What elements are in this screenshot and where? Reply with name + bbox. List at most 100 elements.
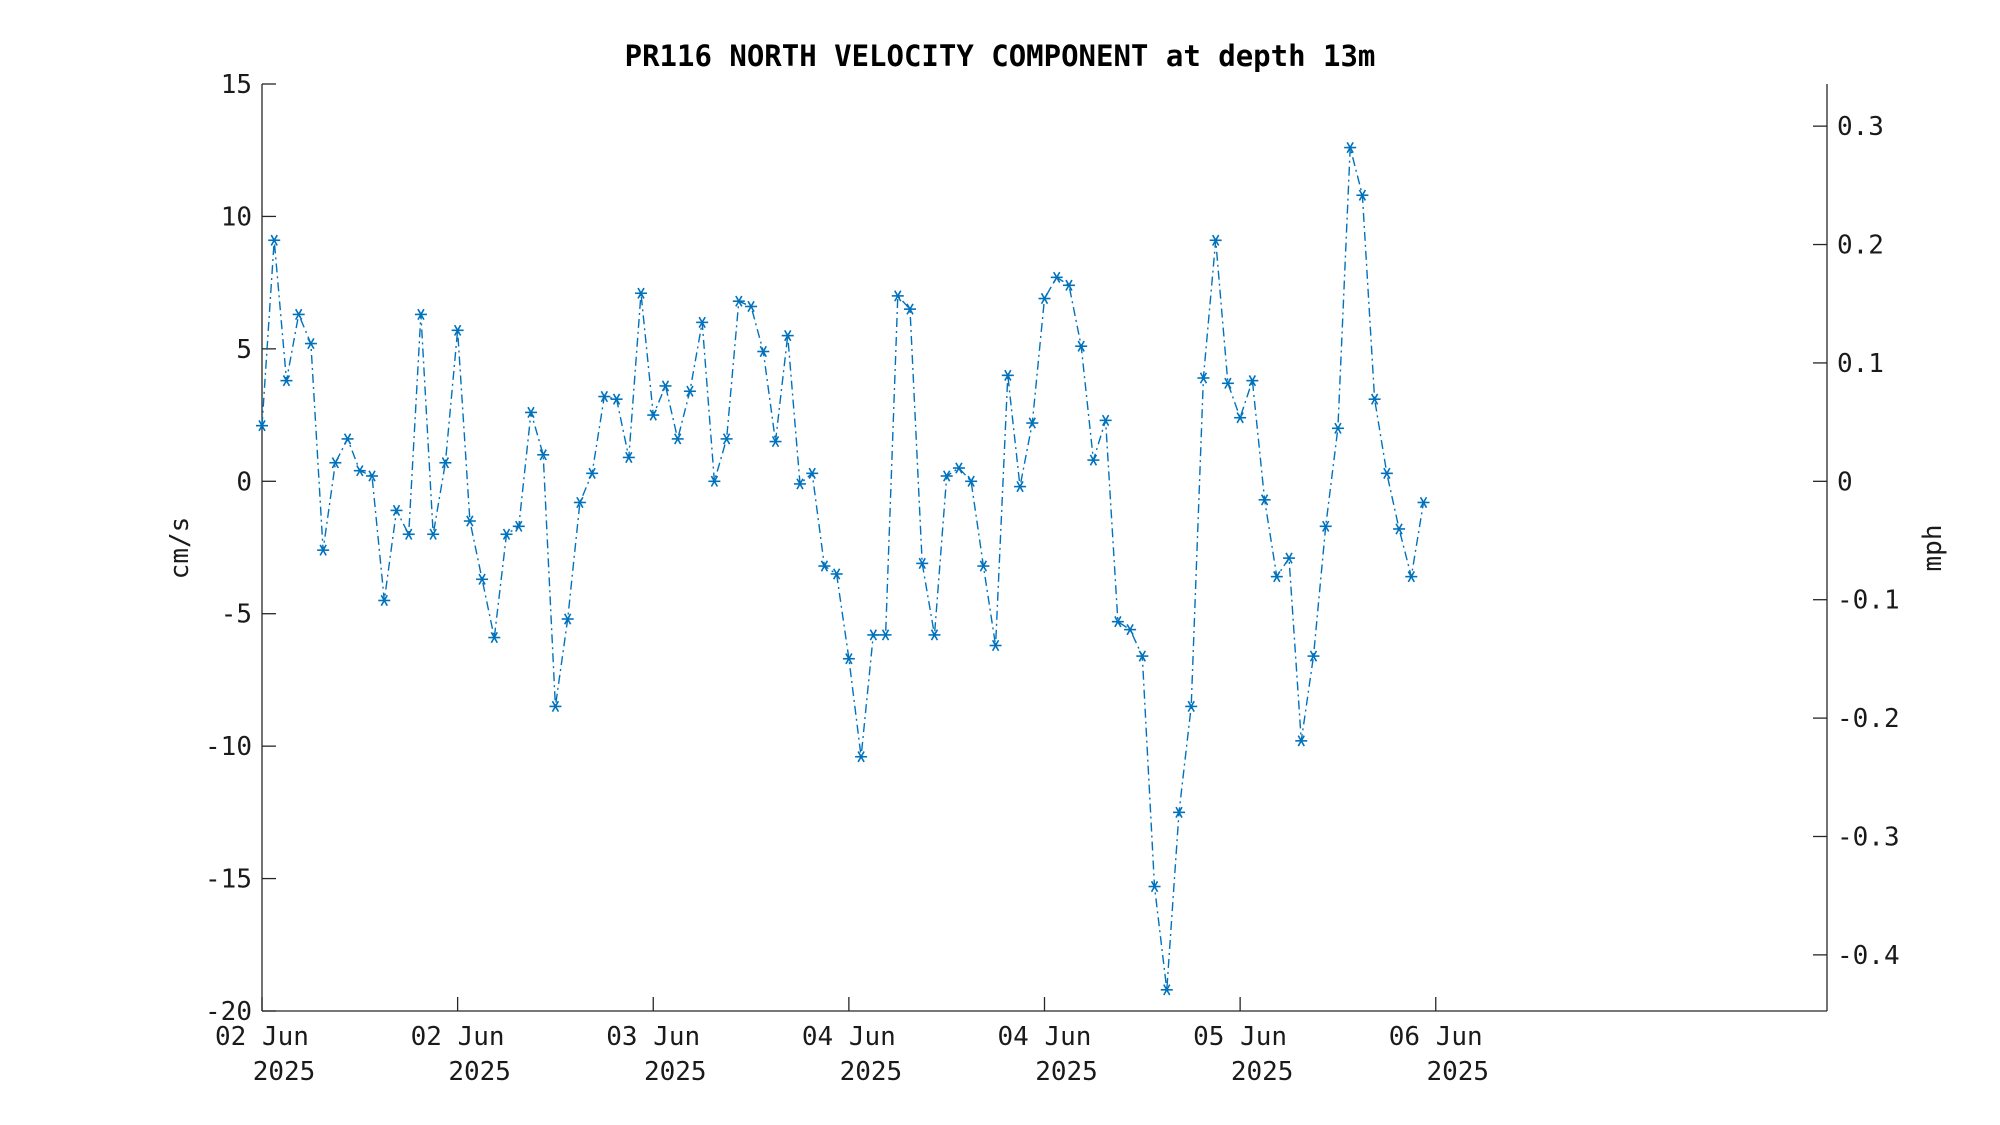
x-tick-label-year: 2025 <box>1231 1057 1294 1087</box>
data-point-marker <box>353 465 366 477</box>
data-point-marker <box>463 515 476 527</box>
data-point-marker <box>402 528 415 540</box>
data-point-marker <box>524 406 537 419</box>
data-point-marker <box>1136 650 1149 662</box>
data-point-marker <box>512 520 525 532</box>
data-point-marker <box>1221 377 1234 389</box>
data-point-marker <box>671 433 684 445</box>
series-markers <box>256 141 1430 996</box>
data-point-marker <box>1270 571 1283 583</box>
data-point-marker <box>1356 189 1369 201</box>
data-point-marker <box>952 462 965 474</box>
data-point-marker <box>683 385 696 397</box>
data-point-marker <box>965 475 978 487</box>
data-point-marker <box>806 467 819 479</box>
data-point-marker <box>549 700 562 713</box>
data-point-marker <box>1014 480 1027 493</box>
data-point-marker <box>659 380 672 392</box>
data-point-marker <box>1344 141 1357 154</box>
data-point-marker <box>476 573 489 585</box>
data-point-marker <box>256 420 268 432</box>
data-point-marker <box>867 629 880 641</box>
data-point-marker <box>598 390 611 403</box>
data-point-marker <box>1075 340 1088 352</box>
data-point-marker <box>1050 271 1063 283</box>
data-point-marker <box>757 345 770 358</box>
data-point-marker <box>989 639 1002 652</box>
y2-tick-label: -0.2 <box>1837 704 1900 734</box>
data-point-marker <box>1234 412 1247 424</box>
data-point-marker <box>916 557 929 570</box>
data-point-marker <box>1295 735 1308 747</box>
data-point-marker <box>378 594 391 607</box>
data-point-marker <box>1417 496 1430 509</box>
data-point-marker <box>622 451 635 464</box>
data-point-marker <box>696 316 709 328</box>
y-tick-label: -5 <box>221 600 252 630</box>
data-point-marker <box>329 457 342 469</box>
x-ticks: 02 Jun 2025 02 Jun 2025 03 Jun 2025 04 Jun 2025… <box>215 997 1489 1087</box>
x-tick-label-day: 02 Jun <box>411 1022 505 1052</box>
x-tick-label-day: 02 Jun <box>215 1022 309 1052</box>
x-tick-label-day: 04 Jun <box>802 1022 896 1052</box>
data-point-marker <box>1026 417 1039 429</box>
data-point-marker <box>745 300 758 313</box>
y-tick-label: 15 <box>221 70 252 100</box>
x-tick-label-year: 2025 <box>253 1057 316 1087</box>
data-point-marker <box>1258 494 1271 506</box>
data-point-marker <box>1209 234 1222 246</box>
data-point-marker <box>537 449 550 461</box>
data-point-marker <box>280 375 293 387</box>
data-point-marker <box>1185 700 1198 713</box>
data-point-marker <box>732 295 745 307</box>
data-point-marker <box>488 631 501 644</box>
data-point-marker <box>292 308 305 321</box>
data-point-marker <box>1405 571 1418 583</box>
data-point-marker <box>879 629 892 641</box>
data-point-marker <box>1038 292 1051 305</box>
data-point-marker <box>1331 422 1344 434</box>
data-point-marker <box>1380 467 1393 479</box>
data-point-marker <box>1246 375 1259 387</box>
data-point-marker <box>1160 984 1173 996</box>
data-point-marker <box>439 457 452 469</box>
data-point-marker <box>341 433 354 445</box>
data-point-marker <box>793 478 806 490</box>
data-point-marker <box>1368 393 1381 405</box>
data-point-marker <box>1111 616 1124 628</box>
y2-tick-label: -0.1 <box>1837 586 1900 616</box>
data-point-marker <box>1001 369 1014 381</box>
data-point-marker <box>928 629 941 641</box>
x-tick-label-year: 2025 <box>644 1057 707 1087</box>
data-point-marker <box>635 287 648 299</box>
left-y-ticks: 15 10 5 0 -5 -10 -15 -20 <box>205 70 276 1027</box>
data-point-marker <box>818 560 831 572</box>
chart-title: PR116 NORTH VELOCITY COMPONENT at depth … <box>625 39 1376 73</box>
data-point-marker <box>940 470 953 482</box>
x-tick-label-year: 2025 <box>1035 1057 1098 1087</box>
x-tick-label-day: 05 Jun <box>1193 1022 1287 1052</box>
data-point-marker <box>769 435 782 448</box>
y2-axis-label: mph <box>1918 525 1948 572</box>
data-point-marker <box>317 544 330 556</box>
y-tick-label: -15 <box>205 865 252 895</box>
data-point-marker <box>1062 279 1075 291</box>
data-point-marker <box>1307 650 1320 662</box>
data-point-marker <box>891 290 904 302</box>
x-tick-label-day: 04 Jun <box>998 1022 1092 1052</box>
series-line <box>261 147 1425 990</box>
data-point-marker <box>573 496 586 509</box>
data-point-marker <box>268 234 281 246</box>
data-point-marker <box>977 560 990 572</box>
data-point-marker <box>1172 806 1185 818</box>
plot-area <box>256 141 1430 996</box>
y2-tick-label: -0.3 <box>1837 822 1900 852</box>
data-point-marker <box>842 653 855 665</box>
data-point-marker <box>390 504 403 517</box>
x-tick-label-day: 03 Jun <box>606 1022 700 1052</box>
data-point-marker <box>1393 523 1406 535</box>
data-point-marker <box>647 409 660 421</box>
data-point-marker <box>500 528 513 540</box>
data-point-marker <box>1197 372 1210 384</box>
data-point-marker <box>1124 623 1137 636</box>
